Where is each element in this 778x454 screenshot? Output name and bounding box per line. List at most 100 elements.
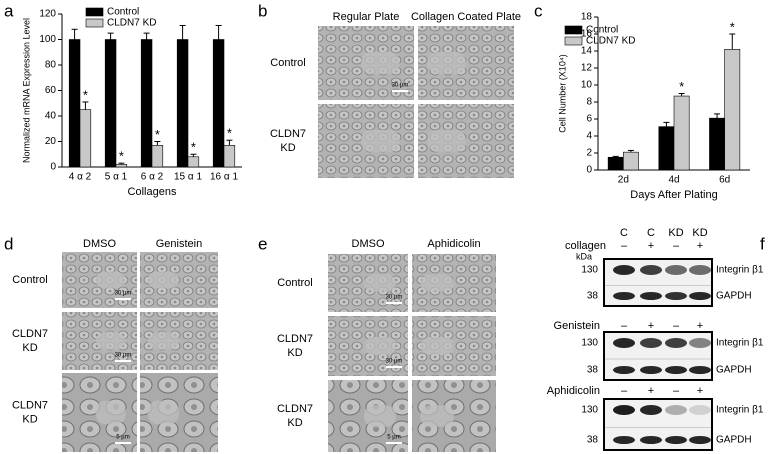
scale-bar-label: 30 µm bbox=[115, 353, 132, 359]
micrograph-shade bbox=[427, 129, 466, 153]
legend-swatch bbox=[85, 18, 104, 28]
lane-label: KD bbox=[692, 227, 707, 239]
column-header: Regular Plate bbox=[333, 11, 400, 23]
micrograph-shade bbox=[420, 337, 454, 355]
scale-bar-label: 5 µm bbox=[116, 435, 129, 441]
panel-label: d bbox=[4, 234, 13, 253]
y-tick-label: 120 bbox=[39, 9, 56, 20]
lane-label: C bbox=[620, 227, 628, 239]
y-tick-label: 14 bbox=[581, 46, 593, 57]
protein-label: Integrin β1 bbox=[716, 265, 764, 276]
bar bbox=[212, 39, 225, 168]
protein-label: Integrin β1 bbox=[716, 338, 764, 349]
bar bbox=[79, 109, 92, 168]
bar bbox=[607, 156, 624, 171]
treatment-sign: – bbox=[621, 385, 628, 397]
treatment-sign: + bbox=[697, 240, 703, 252]
band bbox=[689, 366, 711, 374]
legend-label: CLDN7 KD bbox=[107, 18, 156, 29]
band bbox=[689, 292, 711, 300]
marker-label: 38 bbox=[587, 435, 599, 446]
marker-label: 130 bbox=[581, 405, 598, 416]
y-tick-label: 0 bbox=[586, 165, 592, 176]
micrograph-shade bbox=[147, 400, 179, 425]
treatment-sign: + bbox=[648, 320, 654, 332]
row-label-line: KD bbox=[22, 342, 37, 354]
treatment-sign: + bbox=[648, 240, 654, 252]
treatment-sign: – bbox=[621, 320, 628, 332]
row-label-line: Control bbox=[12, 274, 47, 286]
micrograph-shade bbox=[427, 51, 466, 75]
protein-label: GAPDH bbox=[716, 365, 752, 376]
significance-mark: * bbox=[679, 79, 684, 94]
y-tick-label: 60 bbox=[45, 85, 57, 96]
legend-label: Control bbox=[107, 7, 139, 18]
x-tick-label: 4 α 2 bbox=[69, 172, 92, 183]
bar bbox=[140, 39, 153, 168]
row-label-line: CLDN7 bbox=[270, 128, 306, 140]
panel-label: e bbox=[258, 234, 267, 253]
x-tick-label: 5 α 1 bbox=[105, 172, 128, 183]
micrograph-shade bbox=[95, 332, 126, 350]
significance-mark: * bbox=[227, 126, 232, 141]
marker-label: 38 bbox=[587, 291, 599, 302]
row-label-line: KD bbox=[280, 142, 295, 154]
y-tick-label: 8 bbox=[586, 97, 592, 108]
x-tick-label: 4d bbox=[668, 175, 679, 186]
y-tick-label: 2 bbox=[586, 148, 592, 159]
column-header: Collagen Coated Plate bbox=[411, 11, 521, 23]
treatment-sign: – bbox=[673, 240, 680, 252]
treatment-sign: – bbox=[673, 385, 680, 397]
x-axis-label: Days After Plating bbox=[630, 189, 717, 201]
row-label-line: CLDN7 bbox=[12, 328, 48, 340]
y-tick-label: 100 bbox=[39, 34, 56, 45]
band bbox=[665, 436, 687, 444]
bar bbox=[709, 117, 725, 171]
marker-label: 130 bbox=[581, 265, 598, 276]
unit-label: kDa bbox=[576, 251, 592, 261]
y-tick-label: 0 bbox=[50, 162, 56, 173]
bar bbox=[115, 164, 128, 168]
scale-bar-label: 30 µm bbox=[386, 295, 403, 301]
treatment-sign: + bbox=[697, 320, 703, 332]
band bbox=[665, 265, 687, 275]
bar bbox=[673, 95, 690, 171]
row-label: CLDN7 KD bbox=[12, 399, 48, 425]
panel-label: f bbox=[760, 234, 765, 253]
row-label-line: Control bbox=[270, 57, 305, 69]
band bbox=[640, 366, 662, 374]
y-tick-label: 18 bbox=[581, 12, 593, 23]
micrograph-shade bbox=[95, 400, 126, 425]
row-label-line: CLDN7 bbox=[277, 333, 313, 345]
x-tick-label: 16 α 1 bbox=[210, 172, 238, 183]
band bbox=[665, 405, 687, 415]
band bbox=[640, 436, 662, 444]
column-header: DMSO bbox=[352, 238, 385, 250]
column-header: Genistein bbox=[156, 238, 202, 250]
y-axis-label: Cell Number (X10⁴) bbox=[557, 54, 567, 132]
treatment-sign: + bbox=[648, 385, 654, 397]
row-label-line: KD bbox=[287, 347, 302, 359]
micrograph-shade bbox=[364, 337, 396, 355]
lane-label: KD bbox=[668, 227, 683, 239]
treatment-sign: – bbox=[621, 240, 628, 252]
band bbox=[689, 436, 711, 444]
legend-swatch bbox=[85, 7, 104, 17]
column-header: Aphidicolin bbox=[427, 238, 480, 250]
bar bbox=[724, 48, 741, 171]
bar bbox=[176, 39, 189, 168]
marker-label: 38 bbox=[587, 365, 599, 376]
scale-bar-label: 30 µm bbox=[115, 291, 132, 297]
bar bbox=[658, 126, 675, 171]
row-label-line: Control bbox=[277, 277, 312, 289]
micrograph-shade bbox=[364, 274, 396, 292]
band bbox=[640, 338, 662, 348]
bar bbox=[104, 39, 117, 168]
significance-mark: * bbox=[83, 87, 88, 102]
band bbox=[665, 366, 687, 374]
column-header: DMSO bbox=[83, 238, 116, 250]
row-label: CLDN7 KD bbox=[12, 328, 48, 354]
row-label: CLDN7 KD bbox=[277, 403, 313, 429]
row-label: CLDN7 KD bbox=[277, 333, 313, 359]
